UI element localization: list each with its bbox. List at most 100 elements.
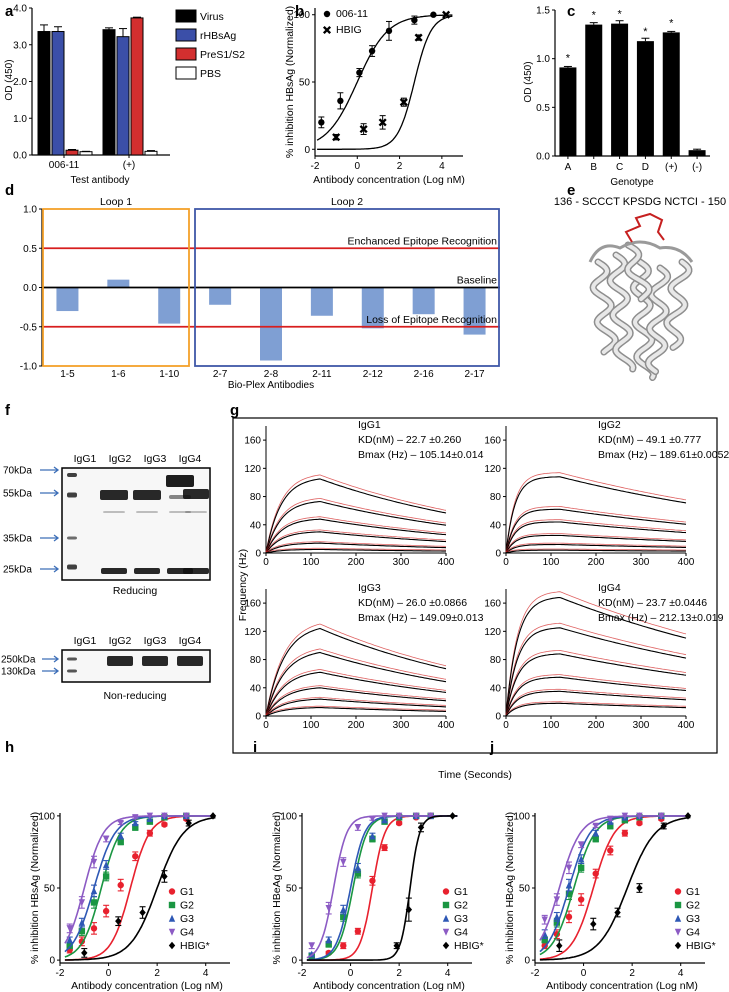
point-h-G2	[78, 928, 86, 935]
tick-label-g-y: 40	[490, 683, 502, 694]
point-i-G2	[354, 870, 362, 877]
tick-label-g-y: 80	[250, 655, 262, 666]
significance-star-c: *	[669, 17, 674, 29]
sensorgram-trace-g	[505, 548, 686, 553]
tick-label-a-y: 1.0	[13, 114, 27, 125]
tick-label-g-y: 0	[495, 549, 501, 560]
significance-star-c: *	[592, 10, 597, 22]
minor-band-f	[136, 511, 158, 513]
mw-marker-f: 70kDa	[3, 466, 32, 477]
axis-label-b-y: % inhibition HBsAg (Normalized)	[284, 6, 296, 158]
legend-marker-j	[674, 928, 682, 936]
legend-marker-h	[168, 941, 176, 950]
tick-label-g-x: 400	[438, 557, 455, 568]
light-chain-band-f	[101, 568, 127, 574]
tick-label-g-x: 0	[503, 720, 509, 731]
tick-label-g-x: 400	[678, 720, 695, 731]
subplot-title-g: IgG4	[598, 582, 621, 594]
heavy-chain-band-f	[166, 475, 194, 487]
axis-label-h-y: % inhibition HBsAg (Normalized)	[29, 812, 41, 964]
loop-box-d	[42, 208, 190, 367]
tick-label-d-x: 2-7	[213, 369, 228, 380]
minor-band-f	[103, 511, 125, 513]
sensorgram-trace-g	[265, 668, 447, 716]
mw-arrow-f	[40, 565, 60, 573]
tick-label-g-y: 40	[490, 520, 502, 531]
tick-label-h-y: 0	[49, 956, 55, 967]
bar-d	[310, 287, 333, 316]
point-h-G4	[132, 814, 139, 822]
point-i-G4	[412, 812, 420, 820]
tick-label-c-y: 0.5	[536, 103, 550, 114]
point-b-HBIG	[359, 125, 368, 134]
bar-a	[37, 31, 51, 156]
point-i-G3	[354, 864, 362, 872]
tick-label-d-y: -0.5	[20, 322, 38, 333]
tick-label-a-x: 006-11	[49, 160, 80, 171]
kinetic-fit-g	[265, 548, 446, 554]
lane-label-reducing-f: IgG4	[179, 453, 202, 465]
bmax-label-g: Bmax (Hz) – 212.13±0.019	[598, 612, 724, 624]
legend-label-h: G2	[180, 900, 194, 912]
tick-label-g-x: 400	[678, 557, 695, 568]
tick-label-g-x: 200	[348, 557, 365, 568]
ladder-band-f	[67, 473, 77, 477]
point-h-G3	[90, 887, 98, 895]
light-chain-band-f	[134, 568, 160, 574]
tick-label-g-x: 0	[263, 557, 269, 568]
threshold-label-d: Loss of Epitope Recognition	[366, 314, 497, 326]
tick-label-h-x: 0	[106, 968, 112, 979]
axis-label-j-x: Antibody concentration (Log nM)	[546, 980, 698, 992]
axis-label-g-y: Frequency (Hz)	[237, 549, 249, 621]
point-j-G1	[592, 870, 599, 877]
sensorgram-trace-g	[265, 696, 447, 716]
panel-letter-e: e	[567, 182, 575, 199]
tick-label-d-y: 1.0	[23, 205, 37, 216]
tick-label-c-x: B	[590, 162, 597, 173]
tick-label-c-y: 1.0	[536, 54, 550, 65]
bar-a	[102, 29, 116, 156]
point-j-G2	[592, 835, 599, 843]
axis-label-j-y: % inhibition HBcAg (Normalized)	[504, 812, 516, 964]
fit-curve-h	[64, 816, 216, 961]
point-h-HBIG*	[115, 917, 122, 925]
kinetic-fit-g	[265, 687, 447, 717]
bar-a	[65, 149, 79, 156]
subplot-title-g: IgG2	[598, 419, 621, 431]
reducing-label-f: Reducing	[113, 585, 158, 597]
loop-coil-e	[588, 240, 694, 263]
kinetic-fit-g	[265, 698, 447, 717]
mw-arrow-f	[42, 667, 60, 675]
panel-letter-f: f	[5, 402, 11, 419]
tick-label-g-y: 0	[495, 712, 501, 723]
point-j-G2	[577, 864, 585, 872]
mw-marker-f: 25kDa	[3, 565, 32, 576]
legend-label-a: PreS1/S2	[200, 49, 245, 61]
legend-label-j: G1	[686, 886, 700, 898]
mw-marker-f: 130kDa	[1, 667, 36, 678]
sensorgram-trace-g	[265, 623, 447, 715]
bar-d	[412, 287, 435, 315]
tick-label-d-x: 1-6	[111, 369, 126, 380]
kd-label-g: KD(nM) – 49.1 ±0.777	[598, 434, 701, 446]
point-b-HBIG	[332, 133, 341, 142]
point-b-006-11	[385, 27, 393, 35]
tick-label-d-x: 2-11	[312, 369, 332, 380]
tick-label-g-y: 0	[255, 549, 261, 560]
bar-d	[56, 287, 79, 312]
point-h-G2	[90, 899, 98, 906]
legend-marker-b	[322, 25, 332, 35]
point-h-G4	[146, 812, 154, 820]
subplot-title-g: IgG3	[358, 582, 381, 594]
ladder-band-f	[67, 564, 77, 570]
point-h-G3	[132, 819, 139, 827]
loop-label-d: Loop 1	[100, 196, 132, 208]
intact-igg-band-f	[177, 656, 203, 666]
kinetic-fit-g	[505, 543, 686, 554]
point-i-G3	[325, 936, 332, 944]
point-i-G1	[354, 928, 362, 935]
bar-a	[79, 151, 93, 156]
point-h-G2	[117, 838, 124, 846]
point-b-006-11	[411, 16, 418, 24]
sensorgram-trace-g	[505, 591, 687, 715]
